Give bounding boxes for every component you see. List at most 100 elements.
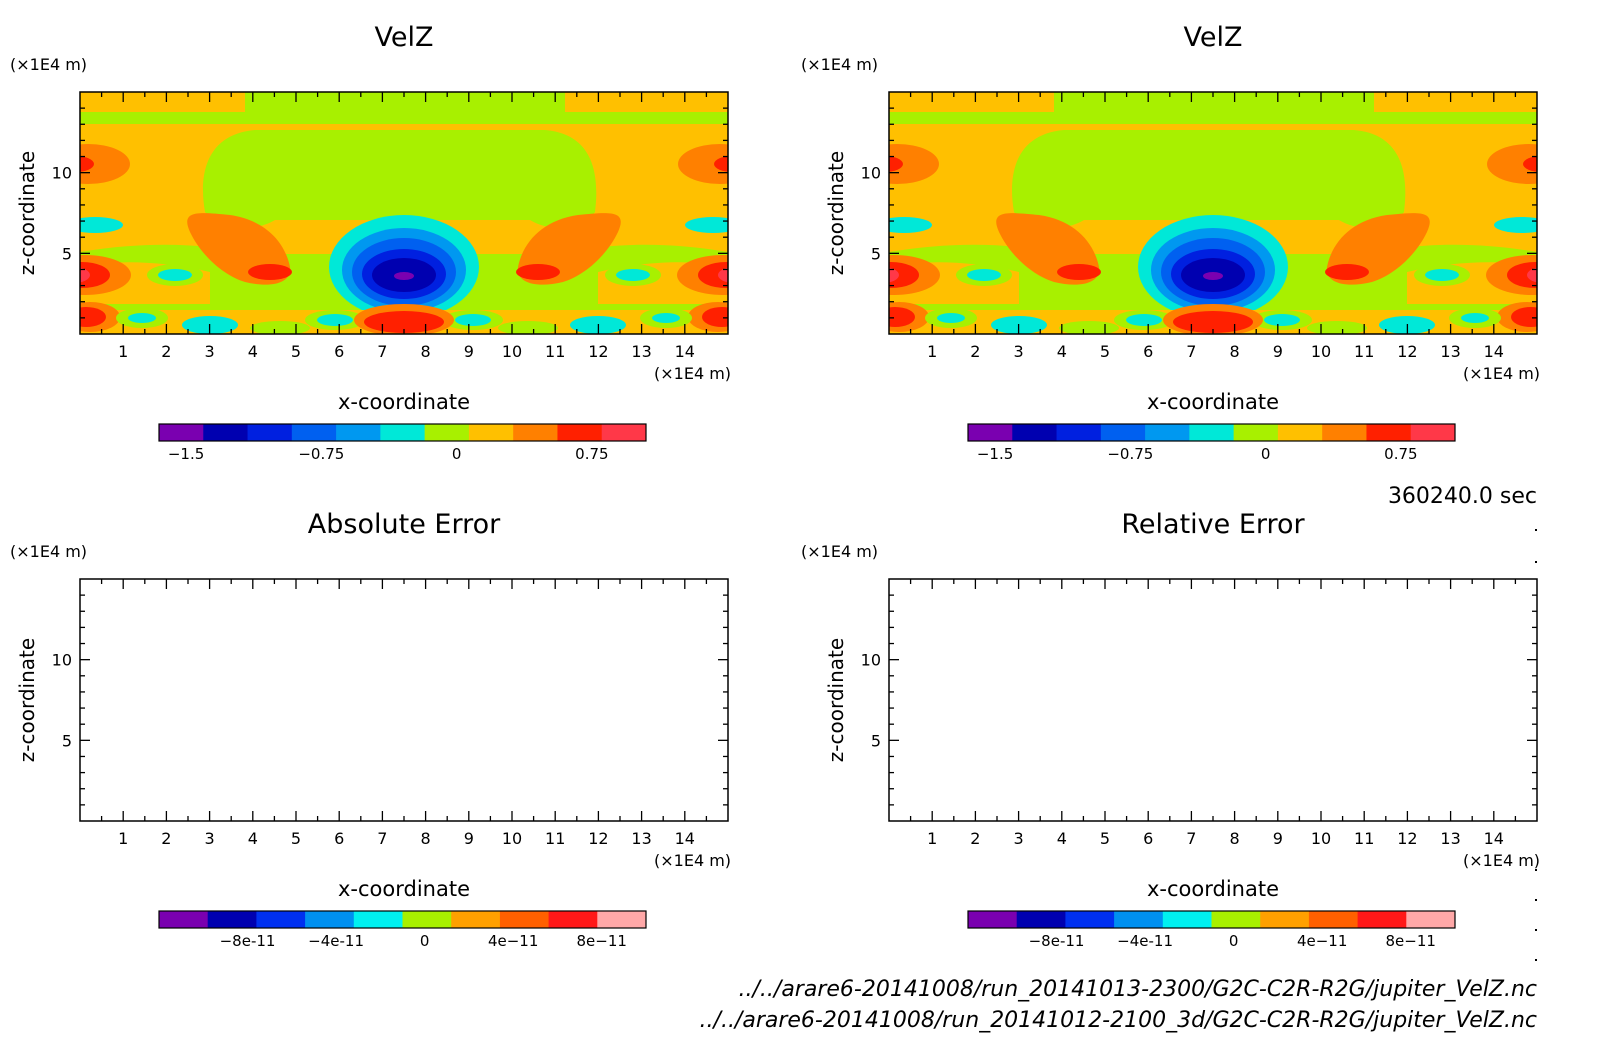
contour-region [158,269,192,281]
contour-region [1059,321,1119,334]
x-tick-label: 8 [421,829,431,848]
colorbar-swatch [1016,911,1066,928]
colorbar-swatch [1211,911,1261,928]
colorbar-tick-label: 0.75 [575,445,608,463]
x-tick-label: 12 [588,342,608,361]
x-axis-title: x-coordinate [1147,877,1279,901]
y-tick-label: 10 [52,651,72,670]
contour-region [937,313,965,323]
colorbar-tick-label: 0 [452,445,462,463]
dot [1535,959,1537,961]
colorbar-swatch [548,911,598,928]
panel-title: VelZ [375,22,434,53]
colorbar-swatch [247,424,293,441]
colorbar-swatch [1410,424,1456,441]
axis-ticks [889,92,1537,334]
colorbar: −1.5 −0.75 0 0.75 [967,423,1456,463]
contour-region [889,267,899,283]
x-tick-label: 4 [248,342,258,361]
contour-region [1054,92,1374,112]
x-tick-label: 7 [377,829,387,848]
colorbar: −1.5 −0.75 0 0.75 [158,423,647,463]
contour-region [1511,307,1537,327]
x-tick-label: 6 [334,829,344,848]
x-tick-labels: 1 2 3 4 5 6 7 8 9 10 11 12 13 14 [118,829,695,848]
contour-region [1494,217,1537,233]
colorbar-tick-label: 0.75 [1384,445,1417,463]
contour-region [714,156,728,172]
colorbar-swatch [1145,424,1190,441]
colorbar-tick-label: −8e-11 [220,932,276,950]
colorbar-swatch [601,424,647,441]
x-unit-label: (×1E4 m) [1463,364,1540,383]
x-tick-label: 12 [588,829,608,848]
x-tick-label: 3 [1014,829,1024,848]
colorbar-tick-label: −1.5 [168,445,204,463]
x-tick-labels: 1 2 3 4 5 6 7 8 9 10 11 12 13 14 [927,342,1504,361]
colorbar-tick-label: −4e-11 [1117,932,1173,950]
x-tick-label: 7 [1186,829,1196,848]
x-axis-title: x-coordinate [338,390,470,414]
plot-frame [79,578,729,822]
contour-region [1126,314,1162,326]
x-tick-label: 5 [291,342,301,361]
colorbar-swatch [203,424,249,441]
y-axis-title: z-coordinate [15,151,39,275]
x-tick-label: 8 [1230,342,1240,361]
dot [1535,561,1537,563]
colorbar-swatch [513,424,558,441]
y-tick-labels: 5 10 [52,651,72,751]
x-tick-labels: 1 2 3 4 5 6 7 8 9 10 11 12 13 14 [927,829,1504,848]
x-tick-labels: 1 2 3 4 5 6 7 8 9 10 11 12 13 14 [118,342,695,361]
contour-region [80,267,90,283]
x-axis-title: x-coordinate [1147,390,1279,414]
contour-region [516,264,560,280]
time-label: 360240.0 sec [1388,484,1537,509]
colorbar-swatch [499,911,550,928]
colorbar-swatch [1322,424,1367,441]
velz-panel-right: VelZ (×1E4 m) 1 2 3 4 5 6 7 8 9 10 11 12 13 14 510 (×… [801,22,1540,463]
colorbar-swatch [1277,424,1323,441]
contour-region [202,130,597,229]
y-unit-label: (×1E4 m) [801,55,878,74]
contour-region [498,321,558,334]
colorbar-swatch [1162,911,1212,928]
contour-region [364,311,444,333]
relative-error-panel: Relative Error (×1E4 m) 1 2 3 4 5 6 7 8 9 10 11 12 1… [801,509,1540,950]
x-tick-label: 5 [291,829,301,848]
x-tick-label: 7 [377,342,387,361]
x-tick-label: 4 [1057,829,1067,848]
x-tick-label: 7 [1186,342,1196,361]
colorbar-frame [967,423,1456,442]
contour-band [80,112,728,124]
contour-region [889,156,903,172]
colorbar-swatch [451,911,501,928]
absolute-error-panel: Absolute Error (×1E4 m) 1 2 3 4 5 6 7 8 9 10 11 12 1… [10,509,731,950]
contour-region [652,313,680,323]
colorbar-swatch [1366,424,1412,441]
colorbar-swatch [1406,911,1456,928]
colorbar-swatch [159,911,209,928]
colorbar-tick-label: −4e-11 [308,932,364,950]
x-tick-label: 8 [1230,829,1240,848]
x-tick-label: 12 [1397,829,1417,848]
x-tick-label: 10 [1311,342,1331,361]
x-tick-label: 2 [970,342,980,361]
x-unit-label: (×1E4 m) [1463,851,1540,870]
x-tick-label: 6 [1143,342,1153,361]
velz-contour-field [80,92,728,334]
axis-ticks [80,92,728,334]
y-tick-labels: 5 10 [861,651,881,751]
contour-region [1307,321,1367,334]
contour-region [80,144,130,184]
contour-region [455,314,491,326]
contour-region [685,217,728,233]
panel-title: Relative Error [1121,509,1305,540]
colorbar-tick-label: 4e−11 [488,932,538,950]
x-tick-label: 1 [927,829,937,848]
y-unit-label: (×1E4 m) [10,542,87,561]
contour-region [1325,264,1369,280]
colorbar-swatch [305,911,355,928]
contour-region [1203,272,1223,280]
contour-region [1425,269,1459,281]
